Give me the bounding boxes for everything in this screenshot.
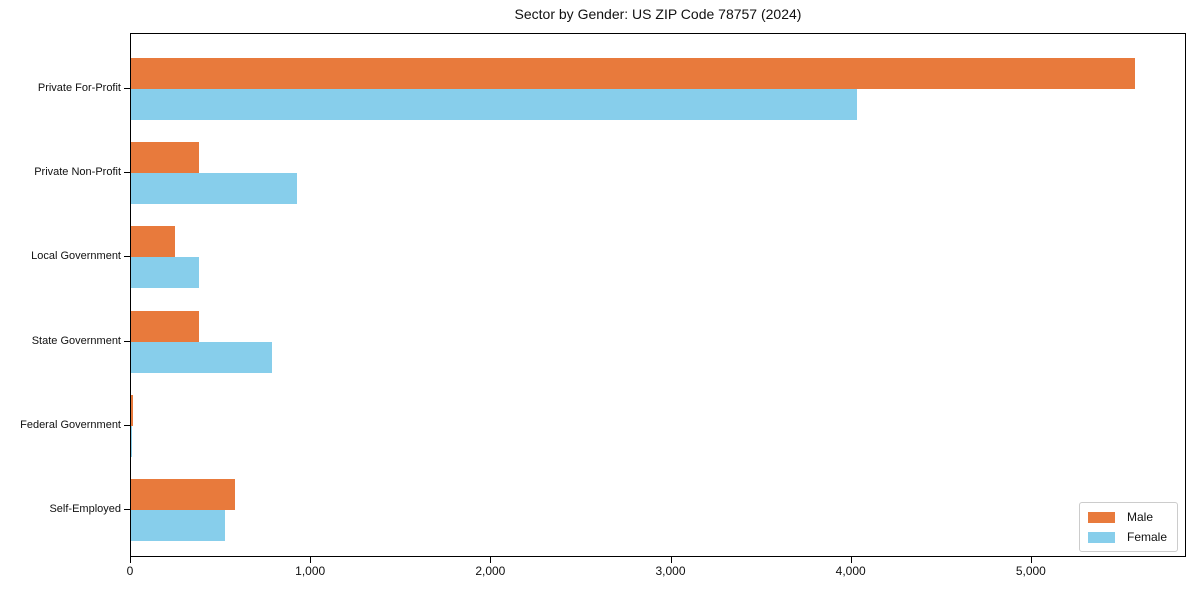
x-axis-tick <box>130 557 131 563</box>
bar-female-5 <box>131 510 225 541</box>
x-axis-tick-label: 0 <box>126 564 134 578</box>
y-axis-label: Self-Employed <box>49 503 121 515</box>
x-axis-tick <box>850 557 852 563</box>
bar-male-4 <box>131 394 134 426</box>
chart-title: Sector by Gender: US ZIP Code 78757 (202… <box>514 6 802 22</box>
bar-male-2 <box>131 226 176 258</box>
y-axis-label: Local Government <box>31 250 121 263</box>
bar-male-1 <box>131 142 199 174</box>
legend-item-female: Female <box>1087 530 1167 544</box>
y-axis-label: State Government <box>31 334 121 347</box>
bar-female-0 <box>131 89 858 120</box>
bar-female-4 <box>131 425 133 457</box>
bar-male-0 <box>131 58 1135 89</box>
x-axis-tick <box>310 557 312 563</box>
y-axis-tick <box>124 172 130 174</box>
y-axis-label: Federal Government <box>20 418 121 431</box>
legend-label-male: Male <box>1126 510 1153 524</box>
y-axis-tick <box>124 256 130 258</box>
x-axis-tick-label: 5,000 <box>1015 564 1046 578</box>
y-axis-label: Private Non-Profit <box>34 166 121 179</box>
x-axis-tick <box>490 557 492 563</box>
y-axis-label: Private For-Profit <box>37 82 121 94</box>
y-axis-tick <box>124 509 130 510</box>
x-axis-tick <box>1030 557 1032 563</box>
x-axis-tick-label: 3,000 <box>655 564 686 578</box>
legend: Male Female <box>1078 502 1178 552</box>
legend-swatch-female <box>1087 531 1115 543</box>
x-axis-tick-label: 2,000 <box>475 564 506 578</box>
bar-female-3 <box>131 341 273 373</box>
legend-swatch-male <box>1087 511 1115 523</box>
bar-male-5 <box>131 479 235 510</box>
legend-label-female: Female <box>1126 530 1167 544</box>
y-axis-tick <box>124 340 130 342</box>
x-axis-tick-label: 1,000 <box>295 564 326 578</box>
x-axis-tick-label: 4,000 <box>835 564 866 578</box>
x-axis-tick <box>670 557 672 563</box>
y-axis-tick <box>124 424 130 426</box>
bar-female-1 <box>131 173 297 205</box>
y-axis-tick <box>124 88 130 89</box>
bar-female-2 <box>131 257 200 289</box>
legend-item-male: Male <box>1087 510 1167 524</box>
plot-area: Male Female <box>130 33 1186 557</box>
bar-male-3 <box>131 310 200 342</box>
